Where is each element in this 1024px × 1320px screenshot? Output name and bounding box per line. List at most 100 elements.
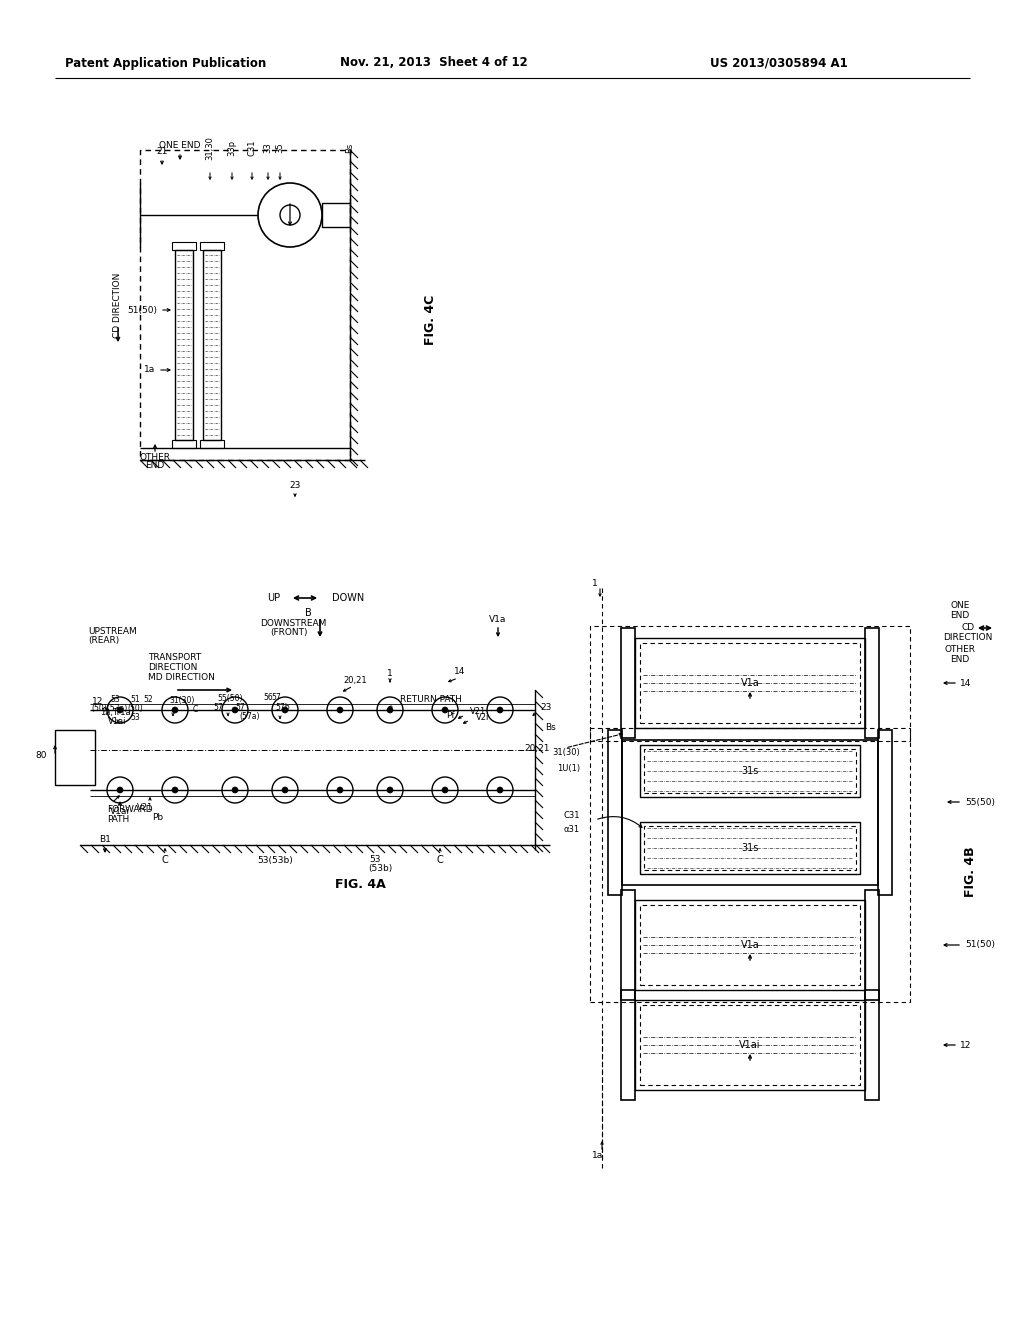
Text: V21: V21	[470, 708, 486, 717]
Text: V2i: V2i	[476, 714, 489, 722]
Circle shape	[337, 787, 343, 793]
Text: C: C	[193, 705, 198, 714]
Circle shape	[117, 708, 123, 713]
Bar	[621, 990, 635, 1100]
Text: 57: 57	[236, 702, 245, 711]
Text: 31s: 31s	[741, 843, 759, 853]
Text: 57: 57	[213, 702, 223, 711]
Text: 1a,Tr1a: 1a,Tr1a	[100, 708, 131, 717]
Circle shape	[442, 787, 449, 793]
Text: 1a: 1a	[143, 366, 155, 375]
Text: 14: 14	[961, 678, 972, 688]
Bar	[640, 643, 860, 723]
Bar	[621, 628, 635, 738]
Circle shape	[172, 787, 178, 793]
Bar	[590, 729, 910, 1002]
Text: (57a): (57a)	[240, 711, 260, 721]
Text: UPSTREAM: UPSTREAM	[88, 627, 137, 635]
Text: CD: CD	[962, 623, 975, 632]
Circle shape	[117, 787, 123, 793]
Bar	[865, 890, 879, 1001]
Text: V1a: V1a	[740, 678, 760, 688]
Text: OTHER: OTHER	[139, 453, 171, 462]
Circle shape	[282, 787, 288, 793]
Text: 53(53b): 53(53b)	[257, 855, 293, 865]
Text: V1ai: V1ai	[108, 718, 127, 726]
Text: Pb: Pb	[153, 813, 164, 821]
Text: PATH: PATH	[106, 816, 129, 825]
Text: Pf: Pf	[445, 710, 455, 719]
Bar	[644, 826, 856, 870]
Bar	[635, 638, 865, 729]
Text: Nov. 21, 2013  Sheet 4 of 12: Nov. 21, 2013 Sheet 4 of 12	[340, 57, 527, 70]
Bar	[322, 203, 350, 227]
Circle shape	[387, 787, 393, 793]
Text: 33: 33	[263, 143, 272, 153]
Text: 51(50): 51(50)	[127, 305, 157, 314]
Text: RETURN PATH: RETURN PATH	[400, 696, 462, 705]
Bar	[203, 249, 221, 440]
Text: UP: UP	[267, 593, 280, 603]
Text: 33p: 33p	[227, 140, 237, 156]
Bar	[621, 890, 635, 1001]
Text: 80: 80	[36, 751, 47, 760]
Text: DOWN: DOWN	[332, 593, 365, 603]
Text: FORWARD: FORWARD	[106, 805, 153, 814]
Text: C31: C31	[248, 140, 256, 156]
Bar	[175, 249, 193, 440]
Bar	[640, 1005, 860, 1085]
Text: FIG. 4A: FIG. 4A	[335, 879, 385, 891]
Text: END: END	[950, 610, 970, 619]
Text: 53: 53	[130, 714, 140, 722]
Text: 57: 57	[271, 693, 281, 702]
Bar	[865, 990, 879, 1100]
Text: FIG. 4C: FIG. 4C	[424, 294, 436, 345]
Text: 1: 1	[592, 578, 598, 587]
Text: 31(30): 31(30)	[552, 747, 580, 756]
Text: END: END	[145, 462, 165, 470]
Text: B: B	[305, 609, 312, 618]
Text: 31s: 31s	[741, 766, 759, 776]
Text: 21: 21	[157, 148, 168, 157]
Text: 1: 1	[387, 668, 393, 677]
Text: 55(50): 55(50)	[217, 693, 243, 702]
Bar	[640, 822, 860, 874]
Text: MD DIRECTION: MD DIRECTION	[148, 673, 215, 682]
Text: 20,21: 20,21	[343, 676, 367, 685]
Text: V21: V21	[137, 804, 154, 813]
Text: C: C	[436, 855, 443, 865]
Circle shape	[232, 708, 238, 713]
Text: 20,21: 20,21	[524, 743, 550, 752]
Text: 23: 23	[290, 482, 301, 491]
Text: B1: B1	[99, 836, 111, 845]
Text: V1a: V1a	[489, 615, 507, 624]
Text: α31: α31	[564, 825, 580, 834]
Text: (50): (50)	[127, 704, 143, 713]
Text: 53: 53	[111, 696, 120, 705]
Text: 1U(1): 1U(1)	[557, 763, 580, 772]
Text: (50)(53a): (50)(53a)	[92, 705, 128, 714]
Circle shape	[387, 708, 393, 713]
Circle shape	[337, 708, 343, 713]
Bar	[172, 242, 196, 249]
Text: DOWNSTREAM: DOWNSTREAM	[260, 619, 327, 627]
Text: 31,30: 31,30	[206, 136, 214, 160]
Text: 12: 12	[92, 697, 103, 706]
Text: C: C	[162, 855, 168, 865]
Bar	[878, 730, 892, 895]
Bar	[55, 730, 95, 785]
Text: Bs: Bs	[345, 143, 354, 153]
Text: (FRONT): (FRONT)	[270, 628, 307, 638]
Bar	[640, 744, 860, 797]
Text: 52: 52	[143, 696, 153, 705]
Text: (53b): (53b)	[368, 863, 392, 873]
Circle shape	[232, 787, 238, 793]
Bar	[172, 440, 196, 447]
Text: Bs: Bs	[545, 723, 556, 733]
Circle shape	[282, 708, 288, 713]
Bar	[635, 1001, 865, 1090]
Bar	[140, 150, 350, 459]
Text: CD DIRECTION: CD DIRECTION	[114, 272, 123, 338]
Text: 51: 51	[130, 696, 140, 705]
Text: C31: C31	[563, 810, 580, 820]
